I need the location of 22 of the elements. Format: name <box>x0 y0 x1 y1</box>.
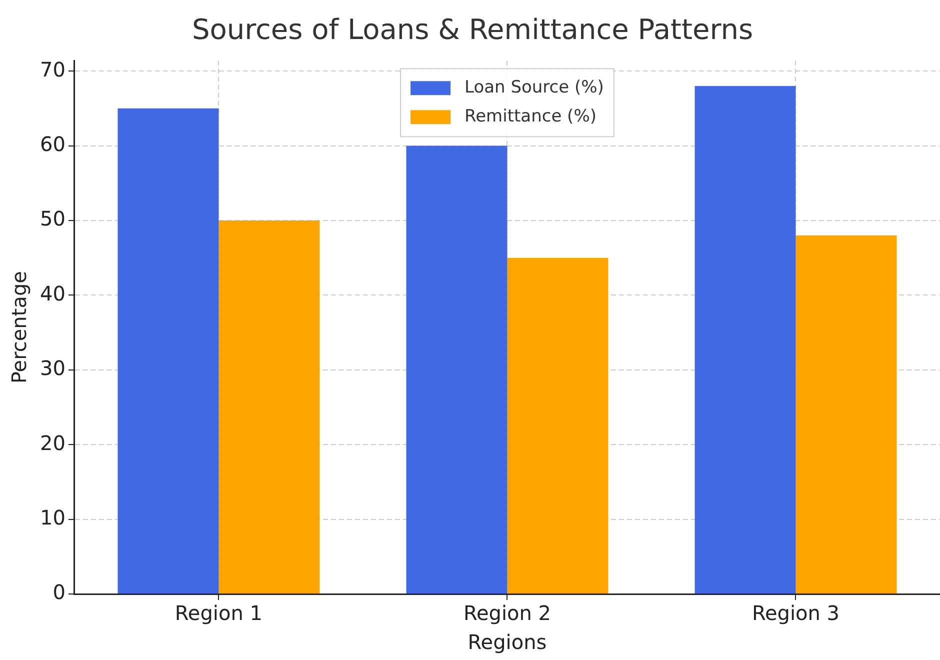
legend-label: Remittance (%) <box>464 106 596 127</box>
y-tick-label: 40 <box>40 281 66 306</box>
y-tick-label: 30 <box>40 356 66 380</box>
y-tick-label: 50 <box>40 206 66 231</box>
x-tick-label: Region 2 <box>463 601 552 626</box>
y-tick-label: 10 <box>40 505 66 530</box>
y-tick-label: 0 <box>52 580 66 604</box>
bar <box>796 235 897 594</box>
bar <box>406 146 508 594</box>
y-tick-label: 20 <box>40 430 66 455</box>
bar <box>507 258 608 594</box>
x-tick-label: Region 3 <box>752 601 840 626</box>
y-axis-title: Percentage <box>7 271 32 384</box>
y-tick-label: 70 <box>40 57 66 82</box>
chart-title: Sources of Loans & Remittance Patterns <box>192 13 754 46</box>
y-tick-label: 60 <box>40 132 66 156</box>
legend-label: Loan Source (%) <box>464 78 604 98</box>
x-axis-title: Regions <box>468 630 547 654</box>
bar <box>218 220 320 594</box>
bar <box>694 86 796 594</box>
bar <box>118 108 219 594</box>
x-tick-label: Region 1 <box>174 601 262 626</box>
